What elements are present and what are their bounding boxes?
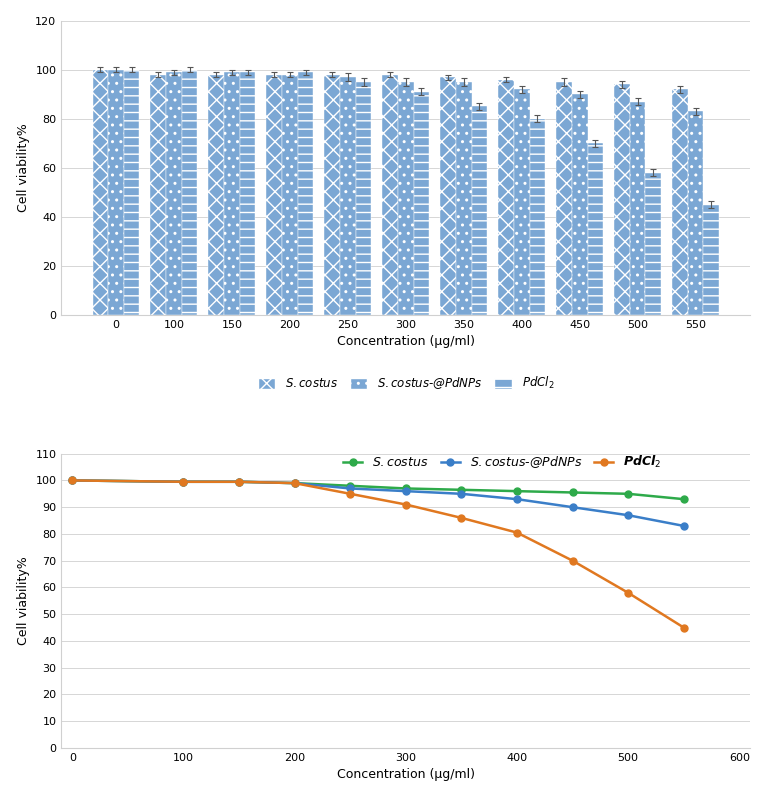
Bar bbox=[456, 82, 472, 315]
$S.costus$-@PdNPs bbox=[68, 476, 77, 485]
$S.costus$-@PdNPs bbox=[401, 486, 410, 496]
Bar bbox=[530, 119, 545, 315]
Bar bbox=[572, 94, 588, 315]
Legend: $S.costus$, $S.costus$-@PdNPs, PdCl$_2$: $S.costus$, $S.costus$-@PdNPs, PdCl$_2$ bbox=[257, 375, 554, 391]
$S.costus$-@PdNPs bbox=[457, 489, 466, 499]
Bar bbox=[382, 74, 398, 315]
Line: $S.costus$-@PdNPs: $S.costus$-@PdNPs bbox=[69, 477, 687, 529]
Line: $S.costus$: $S.costus$ bbox=[69, 477, 687, 503]
PdCl$_2$ bbox=[234, 477, 243, 487]
$S.costus$ bbox=[290, 478, 300, 488]
$S.costus$ bbox=[679, 495, 688, 504]
Bar bbox=[514, 89, 530, 315]
Bar bbox=[240, 72, 256, 315]
Bar bbox=[614, 85, 630, 315]
Bar bbox=[440, 77, 456, 315]
PdCl$_2$ bbox=[679, 622, 688, 632]
$S.costus$-@PdNPs bbox=[624, 511, 633, 520]
Bar bbox=[340, 77, 356, 315]
Bar bbox=[151, 74, 166, 315]
$S.costus$ bbox=[234, 477, 243, 487]
PdCl$_2$ bbox=[512, 527, 521, 537]
PdCl$_2$ bbox=[401, 500, 410, 509]
PdCl$_2$ bbox=[68, 476, 77, 485]
Bar bbox=[124, 69, 140, 315]
PdCl$_2$ bbox=[179, 477, 188, 487]
$S.costus$ bbox=[401, 484, 410, 493]
$S.costus$-@PdNPs bbox=[346, 484, 355, 493]
Bar bbox=[324, 74, 340, 315]
$S.costus$-@PdNPs bbox=[179, 477, 188, 487]
Legend: $S.costus$, $S.costus$-@PdNPs, PdCl$_2$: $S.costus$, $S.costus$-@PdNPs, PdCl$_2$ bbox=[343, 454, 661, 470]
Bar bbox=[266, 74, 282, 315]
Bar bbox=[672, 89, 688, 315]
Bar bbox=[556, 82, 572, 315]
PdCl$_2$ bbox=[290, 478, 300, 488]
$S.costus$ bbox=[568, 488, 578, 497]
Line: PdCl$_2$: PdCl$_2$ bbox=[69, 477, 687, 631]
Bar bbox=[356, 82, 372, 315]
Bar bbox=[282, 74, 298, 315]
Bar bbox=[224, 72, 240, 315]
PdCl$_2$ bbox=[346, 489, 355, 499]
Bar bbox=[298, 72, 313, 315]
$S.costus$ bbox=[179, 477, 188, 487]
Bar bbox=[688, 112, 703, 315]
Bar bbox=[208, 74, 224, 315]
$S.costus$ bbox=[68, 476, 77, 485]
Y-axis label: Cell viability%: Cell viability% bbox=[17, 556, 30, 645]
$S.costus$-@PdNPs bbox=[290, 478, 300, 488]
Y-axis label: Cell viability%: Cell viability% bbox=[17, 124, 30, 212]
Bar bbox=[92, 69, 108, 315]
Bar bbox=[645, 172, 661, 315]
PdCl$_2$ bbox=[457, 513, 466, 523]
Bar bbox=[166, 72, 182, 315]
Bar bbox=[703, 204, 719, 315]
Bar bbox=[414, 92, 429, 315]
X-axis label: Concentration (µg/ml): Concentration (µg/ml) bbox=[337, 768, 475, 781]
PdCl$_2$ bbox=[624, 588, 633, 598]
$S.costus$-@PdNPs bbox=[679, 521, 688, 531]
Bar bbox=[588, 144, 603, 315]
Bar bbox=[498, 80, 514, 315]
$S.costus$-@PdNPs bbox=[512, 495, 521, 504]
Bar bbox=[630, 101, 645, 315]
PdCl$_2$ bbox=[568, 556, 578, 566]
Bar bbox=[398, 82, 414, 315]
Bar bbox=[108, 69, 124, 315]
$S.costus$ bbox=[457, 485, 466, 495]
X-axis label: Concentration (µg/ml): Concentration (µg/ml) bbox=[337, 335, 475, 348]
Bar bbox=[472, 106, 487, 315]
$S.costus$ bbox=[512, 486, 521, 496]
Bar bbox=[182, 69, 197, 315]
$S.costus$ bbox=[624, 489, 633, 499]
$S.costus$-@PdNPs bbox=[568, 503, 578, 512]
$S.costus$ bbox=[346, 481, 355, 491]
$S.costus$-@PdNPs bbox=[234, 477, 243, 487]
